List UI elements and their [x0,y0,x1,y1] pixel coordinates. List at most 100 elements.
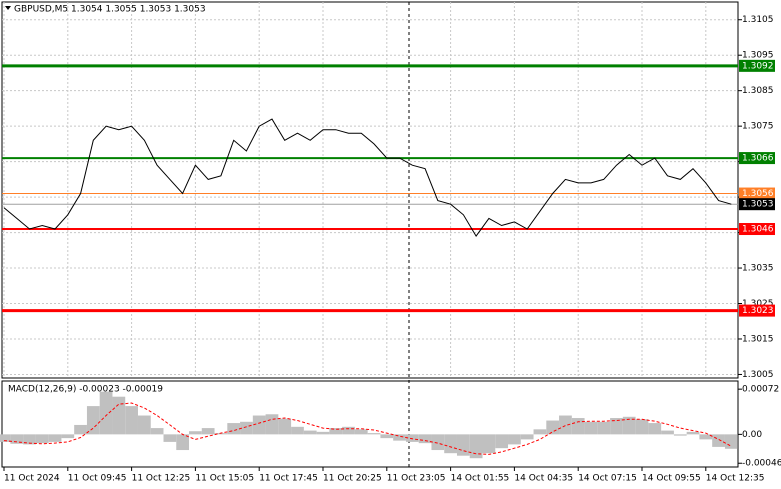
macd-bar [137,415,151,435]
macd-bar [559,415,572,435]
level-label: 1.3092 [742,61,774,71]
level-tag [739,198,775,211]
macd-bar [393,434,406,441]
macd-bar [252,415,266,435]
macd-bar [112,396,126,435]
level-label: 1.3053 [742,200,774,210]
macd-bar [418,434,432,444]
macd-bar [61,434,75,439]
x-tick-label: 11 Oct 20:25 [323,474,382,484]
level-tag [739,187,775,200]
y-tick-label: 0.00072 [742,385,779,395]
macd-bar [189,431,202,435]
macd-bar [74,424,87,435]
x-tick-label: 11 Oct 09:45 [68,474,127,484]
x-tick-label: 11 Oct 12:25 [132,474,191,484]
marks [0,64,738,459]
y-tick-label: 1.3105 [742,15,774,25]
macd-bar [329,428,343,435]
macd-bar [495,434,509,449]
macd-bar [23,434,36,445]
macd-bar [520,434,534,440]
macd-bar [176,434,190,451]
macd-bar [648,423,662,435]
chart-title: GBPUSD,M5 1.3054 1.3055 1.3053 1.3053 [14,5,206,15]
signal-line [3,402,732,455]
macd-bar [291,426,304,435]
macd-bar [508,434,521,445]
y-tick-label: 1.3075 [742,122,774,132]
macd-bar [482,434,496,454]
y-tick-label: 1.3005 [742,370,774,380]
macd-bar [0,434,11,442]
macd-bar [367,433,381,435]
x-tick-label: 14 Oct 04:35 [514,474,573,484]
x-tick-label: 14 Oct 07:15 [578,474,637,484]
macd-title: MACD(12,26,9) -0.00023 -0.00019 [8,385,163,395]
menu-triangle [5,6,11,10]
macd-bar [571,418,585,435]
macd-bar [673,434,687,436]
level-label: 1.3023 [742,306,774,316]
grid [2,2,742,471]
y-tick-label: 1.3095 [742,51,774,61]
macd-bar [316,431,330,435]
x-tick-label: 14 Oct 01:55 [451,474,510,484]
y-tick-label: 1.3085 [742,86,774,96]
macd-bar [86,406,100,435]
x-tick-label: 11 Oct 15:05 [195,474,254,484]
macd-bar [303,430,317,435]
y-tick-label: 0.00 [742,430,762,440]
macd-bar [99,391,113,435]
y-tick-label: 1.3025 [742,299,774,309]
macd-bar [35,434,49,444]
y-tick-label: 1.3015 [742,334,774,344]
macd-bar [48,434,62,442]
x-tick-label: 11 Oct 23:05 [387,474,446,484]
macd-bar [610,418,623,435]
labels: 1.31051.30951.30851.30751.30651.30551.30… [4,15,781,483]
y-tick-label: -0.00046 [742,459,781,469]
x-tick-label: 11 Oct 2024 [4,474,60,484]
macd-bar [150,428,164,435]
x-tick-label: 11 Oct 17:45 [259,474,318,484]
macd-bar [622,416,636,435]
macd-bar [405,434,419,442]
macd-bar [456,434,470,456]
macd-bar [227,423,241,435]
price-line [3,118,732,238]
x-tick-label: 14 Oct 09:55 [642,474,701,484]
macd-bar [125,406,138,435]
macd-bar [201,428,215,435]
level-label: 1.3046 [742,225,774,235]
macd-bar [10,434,24,444]
level-tag [739,304,775,317]
level-label: 1.3066 [742,154,774,164]
macd-bar [431,434,445,451]
macd-bar [354,429,368,435]
macd-bar [635,419,649,435]
level-tag [739,152,775,165]
macd-bar [214,433,228,435]
level-label: 1.3056 [742,189,774,199]
macd-bar [469,434,483,459]
macd-bar [546,420,560,435]
macd-bar [584,421,598,435]
macd-bar [686,431,700,435]
macd-bar [724,434,738,449]
macd-bar [342,426,355,435]
level-tag [739,59,775,72]
macd-bar [597,421,611,435]
price-panel [1,1,739,379]
macd-bar [444,434,457,454]
macd-bar [278,418,292,435]
x-tick-label: 14 Oct 12:35 [706,474,765,484]
macd-bar [699,434,713,440]
macd-bar [380,434,394,439]
macd-bar [712,434,725,447]
macd-bar [265,414,279,435]
macd-bar [661,430,674,435]
macd-bar [533,429,547,435]
y-tick-label: 1.3035 [742,264,774,274]
